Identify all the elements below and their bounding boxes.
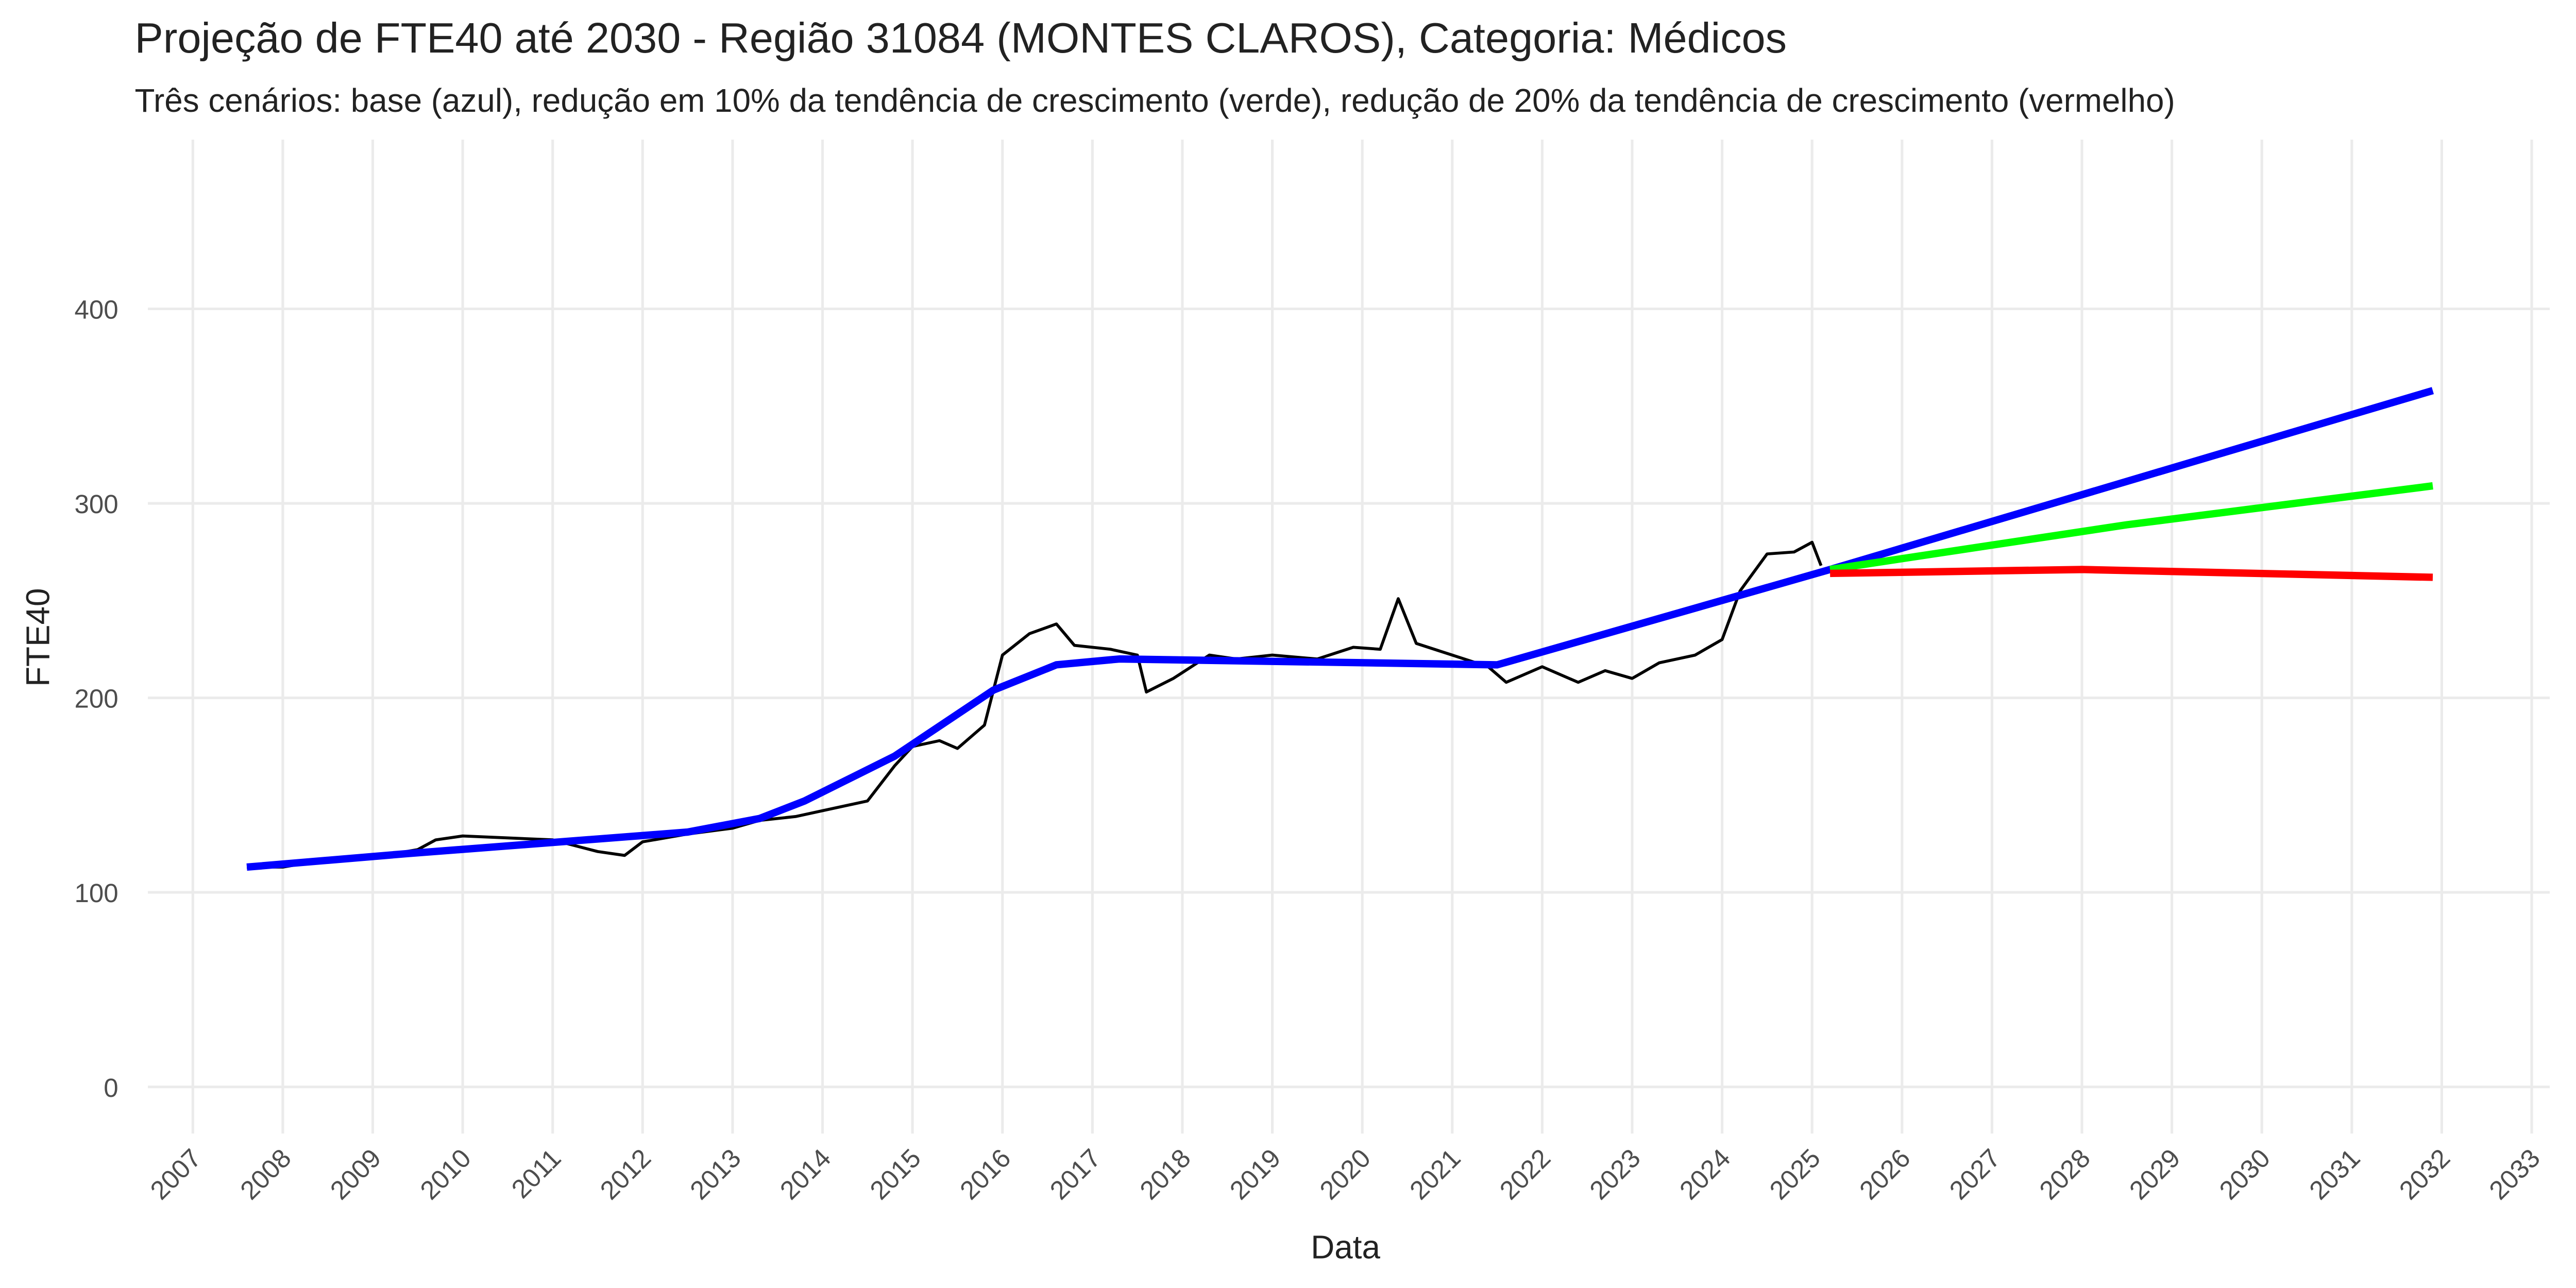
y-tick-label: 200 xyxy=(74,684,118,714)
x-tick-label: 2018 xyxy=(1134,1143,1196,1206)
chart-title: Projeção de FTE40 até 2030 - Região 3108… xyxy=(134,14,1787,62)
x-tick-label: 2033 xyxy=(2483,1143,2546,1206)
x-tick-label: 2032 xyxy=(2394,1143,2456,1206)
x-tick-label: 2023 xyxy=(1584,1143,1646,1206)
x-tick-label: 2020 xyxy=(1314,1143,1377,1206)
chart-subtitle: Três cenários: base (azul), redução em 1… xyxy=(134,82,2175,119)
x-tick-label: 2026 xyxy=(1854,1143,1916,1206)
x-tick-label: 2015 xyxy=(864,1143,926,1206)
series-line xyxy=(246,387,2434,871)
series-line xyxy=(1830,566,2433,581)
x-tick-label: 2012 xyxy=(595,1143,657,1206)
x-tick-label: 2031 xyxy=(2303,1143,2366,1206)
x-tick-label: 2013 xyxy=(684,1143,747,1206)
y-tick-label: 400 xyxy=(74,295,118,325)
x-tick-label: 2017 xyxy=(1044,1143,1107,1206)
x-tick-label: 2025 xyxy=(1764,1143,1826,1206)
x-tick-label: 2027 xyxy=(1944,1143,2006,1206)
x-tick-label: 2010 xyxy=(414,1143,477,1206)
y-axis-label: FTE40 xyxy=(20,588,57,687)
series-line xyxy=(1829,482,2433,573)
x-tick-label: 2029 xyxy=(2124,1143,2186,1206)
x-tick-label: 2008 xyxy=(234,1143,297,1206)
x-tick-label: 2009 xyxy=(325,1143,387,1206)
x-tick-label: 2024 xyxy=(1674,1143,1736,1206)
x-tick-label: 2007 xyxy=(145,1143,207,1206)
x-tick-label: 2028 xyxy=(2033,1143,2096,1206)
y-tick-label: 100 xyxy=(74,878,118,908)
x-tick-label: 2022 xyxy=(1494,1143,1556,1206)
x-tick-label: 2016 xyxy=(954,1143,1016,1206)
y-tick-label: 0 xyxy=(104,1073,118,1103)
y-tick-label: 300 xyxy=(74,489,118,519)
x-tick-label: 2014 xyxy=(774,1143,837,1206)
x-tick-label: 2011 xyxy=(506,1143,567,1204)
x-axis-label: Data xyxy=(1311,1229,1380,1266)
x-tick-label: 2021 xyxy=(1404,1143,1466,1206)
x-tick-label: 2019 xyxy=(1224,1143,1286,1206)
x-tick-label: 2030 xyxy=(2214,1143,2276,1206)
series-line xyxy=(247,540,1823,869)
